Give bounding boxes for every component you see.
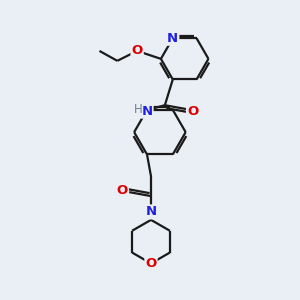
Text: H: H <box>134 103 142 116</box>
Text: O: O <box>131 44 143 57</box>
Text: N: N <box>142 105 153 118</box>
Text: O: O <box>187 105 198 118</box>
Text: O: O <box>117 184 128 196</box>
Text: N: N <box>167 32 178 45</box>
Text: O: O <box>146 257 157 270</box>
Text: N: N <box>146 206 157 218</box>
